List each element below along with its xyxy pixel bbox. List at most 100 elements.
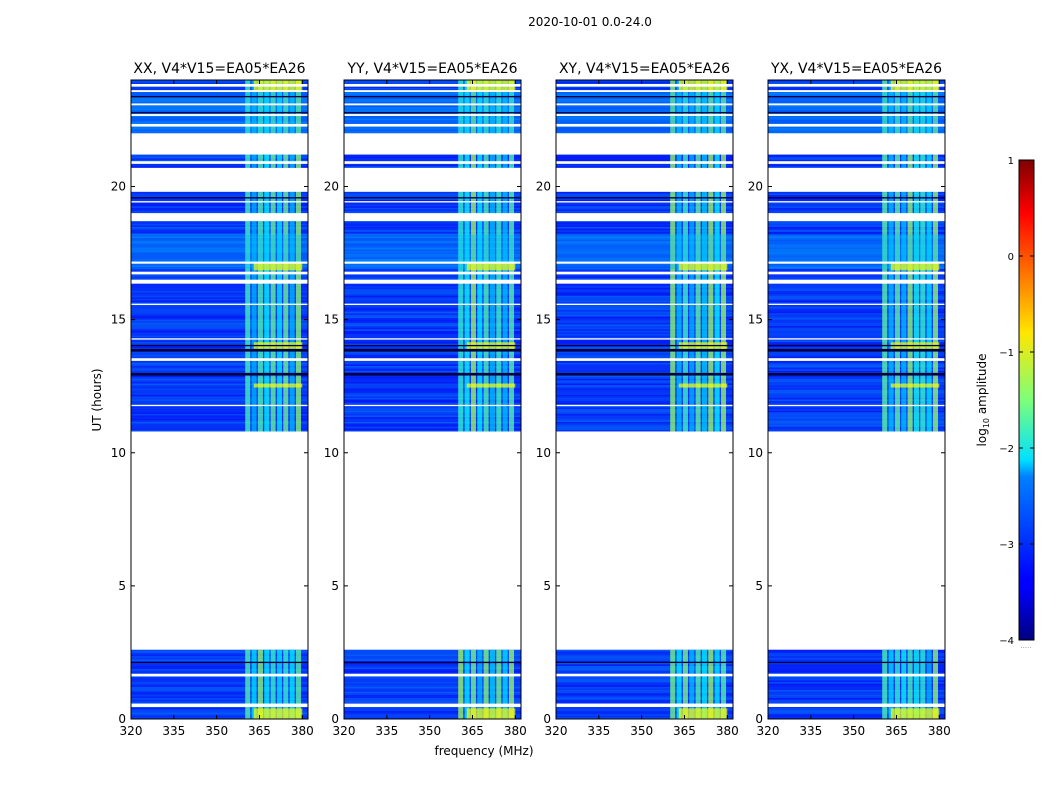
noise-row (556, 233, 733, 235)
noise-row (768, 681, 945, 684)
noise-row (131, 410, 308, 413)
noise-row (131, 308, 308, 311)
noise-row (131, 649, 308, 652)
dark-row (344, 344, 521, 347)
dark-row (344, 95, 521, 98)
noise-row (556, 327, 733, 330)
noise-row (344, 694, 521, 697)
y-tick-label: 10 (324, 446, 339, 460)
noise-row (131, 415, 308, 418)
flagged-row (131, 703, 308, 708)
noise-row (556, 340, 733, 342)
noise-row (131, 233, 308, 235)
noise-row (556, 654, 733, 657)
noise-row (344, 107, 521, 109)
rfi-column (276, 80, 282, 432)
flagged-row (344, 404, 521, 407)
noise-row (131, 266, 308, 269)
noise-row (344, 252, 521, 255)
noise-row (556, 659, 733, 662)
noise-row (768, 698, 945, 700)
noise-row (344, 709, 521, 711)
rfi-column (913, 649, 919, 719)
noise-row (768, 110, 945, 112)
rfi-column (477, 649, 483, 719)
noise-row (131, 220, 308, 223)
noise-row (344, 657, 521, 660)
heatmap-xx (131, 80, 308, 719)
noise-row (768, 250, 945, 253)
noise-row (131, 693, 308, 695)
noise-row (556, 268, 733, 271)
noise-row (131, 311, 308, 314)
x-tick-label: 350 (630, 724, 653, 738)
rfi-column (695, 80, 701, 432)
noise-row (131, 365, 308, 368)
noise-row (131, 276, 308, 279)
rfi-column (907, 649, 913, 719)
flagged-row (344, 703, 521, 708)
noise-row (344, 391, 521, 394)
rfi-column (682, 80, 688, 432)
noise-row (556, 426, 733, 429)
y-axis-label: UT (hours) (90, 368, 104, 431)
noise-row (131, 688, 308, 691)
noise-row (131, 203, 308, 205)
noise-row (131, 263, 308, 266)
noise-row (344, 250, 521, 253)
noise-row (344, 220, 521, 223)
noise-row (344, 375, 521, 378)
noise-row (768, 714, 945, 716)
flagged-row (768, 338, 945, 340)
noise-row (131, 401, 308, 403)
noise-row (556, 714, 733, 716)
noise-row (556, 337, 733, 339)
x-tick-label: 380 (291, 724, 314, 738)
noise-row (131, 651, 308, 653)
noise-row (131, 399, 308, 402)
noise-row (344, 203, 521, 205)
noise-row (556, 166, 733, 168)
noise-row (556, 386, 733, 389)
noise-row (768, 225, 945, 227)
rfi-column (502, 649, 508, 719)
noise-row (556, 236, 733, 239)
noise-row (344, 330, 521, 333)
noise-row (556, 126, 733, 128)
noise-row (131, 238, 308, 240)
rfi-column (708, 80, 714, 432)
noise-row (768, 83, 945, 85)
noise-row (131, 191, 308, 194)
flagged-row (344, 83, 521, 87)
rfi-column (920, 80, 926, 432)
noise-row (768, 665, 945, 668)
y-tick-label: 0 (118, 712, 126, 726)
noise-row (344, 664, 521, 666)
noise-row (344, 322, 521, 325)
noise-row (768, 353, 945, 355)
noise-row (556, 159, 733, 162)
noise-row (556, 105, 733, 108)
flagged-row (556, 90, 733, 92)
rfi-column (689, 649, 695, 719)
noise-row (768, 199, 945, 202)
x-tick-label: 365 (885, 724, 908, 738)
noise-row (344, 191, 521, 194)
x-tick-label: 335 (799, 724, 822, 738)
noise-row (768, 699, 945, 702)
noise-row (768, 231, 945, 234)
rfi-column (270, 649, 276, 719)
noise-row (768, 99, 945, 101)
x-tick-label: 365 (461, 724, 484, 738)
noise-row (556, 206, 733, 208)
noise-row (344, 680, 521, 682)
noise-row (344, 399, 521, 402)
noise-row (556, 678, 733, 681)
noise-row (768, 268, 945, 271)
noise-row (344, 351, 521, 354)
noise-row (131, 413, 308, 416)
x-tick-label: 335 (375, 724, 398, 738)
noise-row (344, 126, 521, 128)
noise-row (344, 354, 521, 357)
heatmap-yy (344, 80, 521, 719)
